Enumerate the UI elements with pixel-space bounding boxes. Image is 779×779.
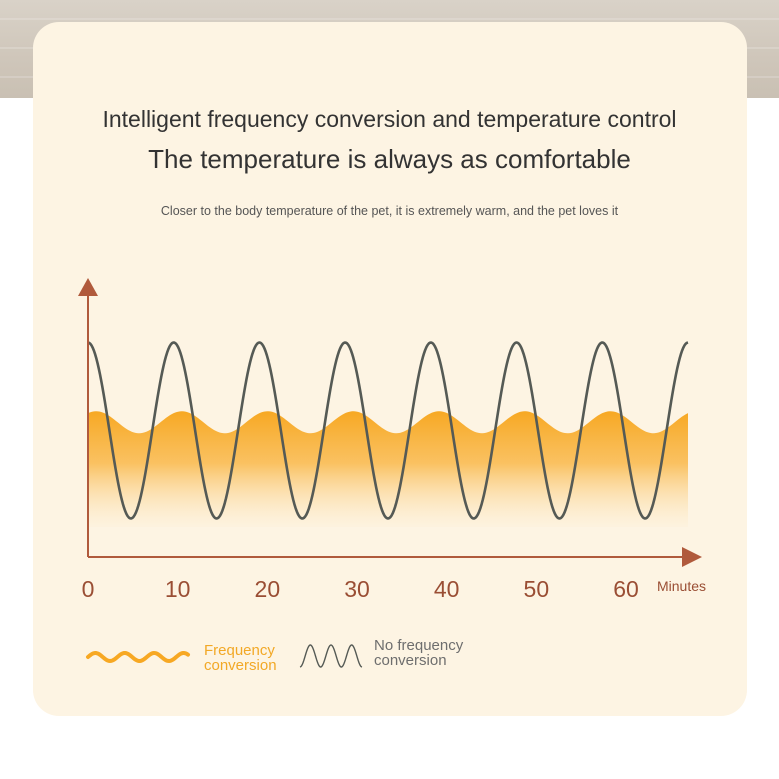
legend-frequency-line-1: Frequency <box>204 642 275 659</box>
legend-frequency-line-2: conversion <box>204 657 277 674</box>
x-axis-unit-label: Minutes <box>657 578 706 594</box>
x-axis-arrow-icon <box>682 547 702 567</box>
legend-label-frequency-conversion: Frequency conversion <box>204 643 277 673</box>
y-axis-arrow-icon <box>78 278 98 296</box>
no-frequency-conversion-line <box>87 341 689 520</box>
x-tick-label: 10 <box>165 576 191 602</box>
legend-label-no-frequency-conversion: No frequency conversion <box>374 638 463 668</box>
legend-frequency-wave-icon <box>86 650 190 664</box>
x-tick-label: 60 <box>613 576 639 602</box>
x-tick-label: 30 <box>344 576 370 602</box>
subtitle: Closer to the body temperature of the pe… <box>160 204 619 218</box>
content-card <box>33 22 747 716</box>
legend-no-frequency-line-2: conversion <box>374 652 447 669</box>
heading-line-1: Intelligent frequency conversion and tem… <box>102 106 677 132</box>
x-tick-label: 20 <box>255 576 281 602</box>
x-tick-label: 50 <box>524 576 550 602</box>
frequency-conversion-area <box>88 411 688 527</box>
x-tick-label: 40 <box>434 576 460 602</box>
heading-line-2: The temperature is always as comfortable <box>148 144 631 174</box>
legend-no-frequency-line-1: No frequency <box>374 637 464 654</box>
legend-no-frequency-wave-icon <box>299 644 363 668</box>
x-tick-label: 0 <box>82 576 95 602</box>
